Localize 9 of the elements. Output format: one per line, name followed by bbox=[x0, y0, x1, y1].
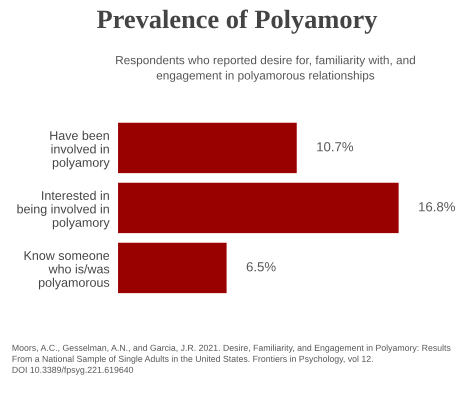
data-label: 6.5% bbox=[246, 262, 276, 272]
chart-title: Prevalence of Polyamory bbox=[96, 9, 378, 34]
text: Moors, A.C., Gesselman, A.N., and Garcia, J.R. 2021. Desire, Familiarity, and Engagement in Polyamory: Results From a National Sample of Single Adults in the United States. Frontiers in Psychology, vol 12. DOI 10.3389/fpsyg.221.619640 bbox=[12, 344, 451, 375]
y-tick-label: Have been involved in polyamory bbox=[50, 130, 110, 170]
chart-subtitle: Respondents who reported desire for, familiarity with, and engagement in polyamorous relationships bbox=[116, 56, 415, 82]
data-label: 10.7% bbox=[317, 142, 354, 152]
y-tick-label: Know someone who is/was polyamorous bbox=[24, 251, 110, 290]
y-tick-label: Interested in being involved in polyamory bbox=[17, 190, 110, 230]
data-label: 16.8% bbox=[419, 202, 456, 212]
